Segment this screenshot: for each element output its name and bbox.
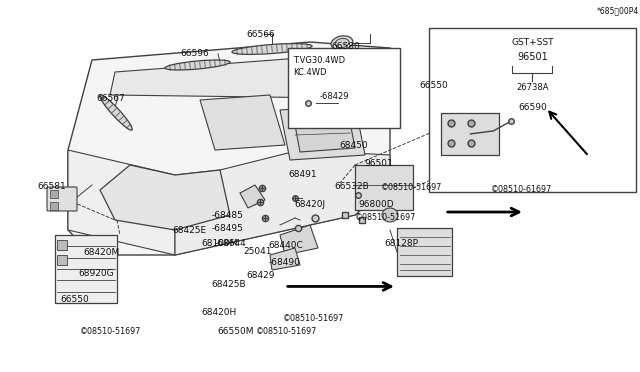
Ellipse shape	[100, 95, 132, 130]
Bar	[442, 113, 499, 155]
Text: 96800D: 96800D	[358, 200, 394, 209]
Text: -68490: -68490	[269, 258, 301, 267]
Text: 68420H: 68420H	[202, 308, 237, 317]
Bar	[50, 190, 58, 198]
Polygon shape	[68, 42, 390, 255]
Text: ©08510-61697: ©08510-61697	[491, 185, 552, 194]
Text: 26738A: 26738A	[516, 83, 548, 92]
Text: 68440C: 68440C	[269, 241, 303, 250]
Bar	[429, 28, 636, 192]
Bar	[288, 48, 400, 128]
Text: ©08510-51697: ©08510-51697	[256, 327, 317, 336]
Text: ©08510-51697: ©08510-51697	[355, 213, 417, 222]
Polygon shape	[100, 165, 230, 230]
Ellipse shape	[331, 36, 353, 50]
Text: 25041: 25041	[243, 247, 272, 256]
Polygon shape	[240, 185, 265, 208]
Text: 68450: 68450	[339, 141, 368, 150]
Bar	[57, 240, 67, 250]
Text: 66532B: 66532B	[334, 182, 369, 190]
Ellipse shape	[232, 44, 312, 54]
Text: 66590: 66590	[518, 103, 547, 112]
Ellipse shape	[165, 60, 230, 70]
Text: 66596: 66596	[181, 49, 209, 58]
Text: 96501: 96501	[365, 159, 394, 168]
Polygon shape	[68, 150, 175, 255]
Text: 66581: 66581	[37, 182, 66, 190]
Polygon shape	[280, 225, 318, 255]
Text: 68429: 68429	[246, 271, 275, 280]
Text: 66567: 66567	[96, 94, 125, 103]
Text: GST+SST: GST+SST	[511, 38, 554, 47]
Text: 66566: 66566	[247, 30, 275, 39]
Polygon shape	[200, 95, 285, 150]
Text: 68920G: 68920G	[78, 269, 114, 278]
Polygon shape	[280, 105, 365, 160]
Bar	[57, 255, 67, 265]
Polygon shape	[295, 122, 355, 152]
Ellipse shape	[382, 208, 398, 222]
Text: 66550M: 66550M	[218, 327, 254, 336]
Text: 68420J: 68420J	[294, 200, 326, 209]
Bar	[50, 202, 58, 210]
Ellipse shape	[335, 38, 349, 48]
Bar	[397, 228, 452, 276]
Polygon shape	[110, 58, 370, 98]
Text: ©08510-51697: ©08510-51697	[80, 327, 141, 336]
Text: 66580: 66580	[332, 42, 360, 51]
Bar	[432, 88, 440, 96]
Text: 68425E: 68425E	[173, 226, 207, 235]
Text: 68425B: 68425B	[211, 280, 246, 289]
Text: 66550: 66550	[61, 295, 90, 304]
Text: 68128P: 68128P	[384, 239, 418, 248]
Text: 68420M: 68420M	[83, 248, 120, 257]
Text: 66550: 66550	[419, 81, 448, 90]
Polygon shape	[175, 150, 390, 255]
Bar	[430, 68, 482, 133]
Text: 68491: 68491	[288, 170, 317, 179]
Text: -68485: -68485	[211, 211, 243, 220]
Text: ©08510-51697: ©08510-51697	[283, 314, 344, 323]
Text: 68100M: 68100M	[202, 239, 238, 248]
Bar	[520, 88, 598, 183]
Text: 96501: 96501	[517, 52, 548, 62]
Text: T.VG30.4WD: T.VG30.4WD	[293, 57, 345, 65]
Text: KC.4WD: KC.4WD	[293, 68, 326, 77]
Bar	[520, 88, 598, 183]
Text: *685　00P4: *685 00P4	[596, 6, 639, 15]
Polygon shape	[270, 248, 300, 270]
Text: -68644: -68644	[214, 239, 246, 248]
Bar	[432, 100, 440, 108]
Text: -68495: -68495	[211, 224, 243, 233]
Bar	[355, 165, 413, 210]
Bar	[55, 235, 117, 303]
Text: -68429: -68429	[320, 92, 349, 101]
FancyBboxPatch shape	[47, 187, 77, 211]
Text: ©08510-51697: ©08510-51697	[381, 183, 442, 192]
